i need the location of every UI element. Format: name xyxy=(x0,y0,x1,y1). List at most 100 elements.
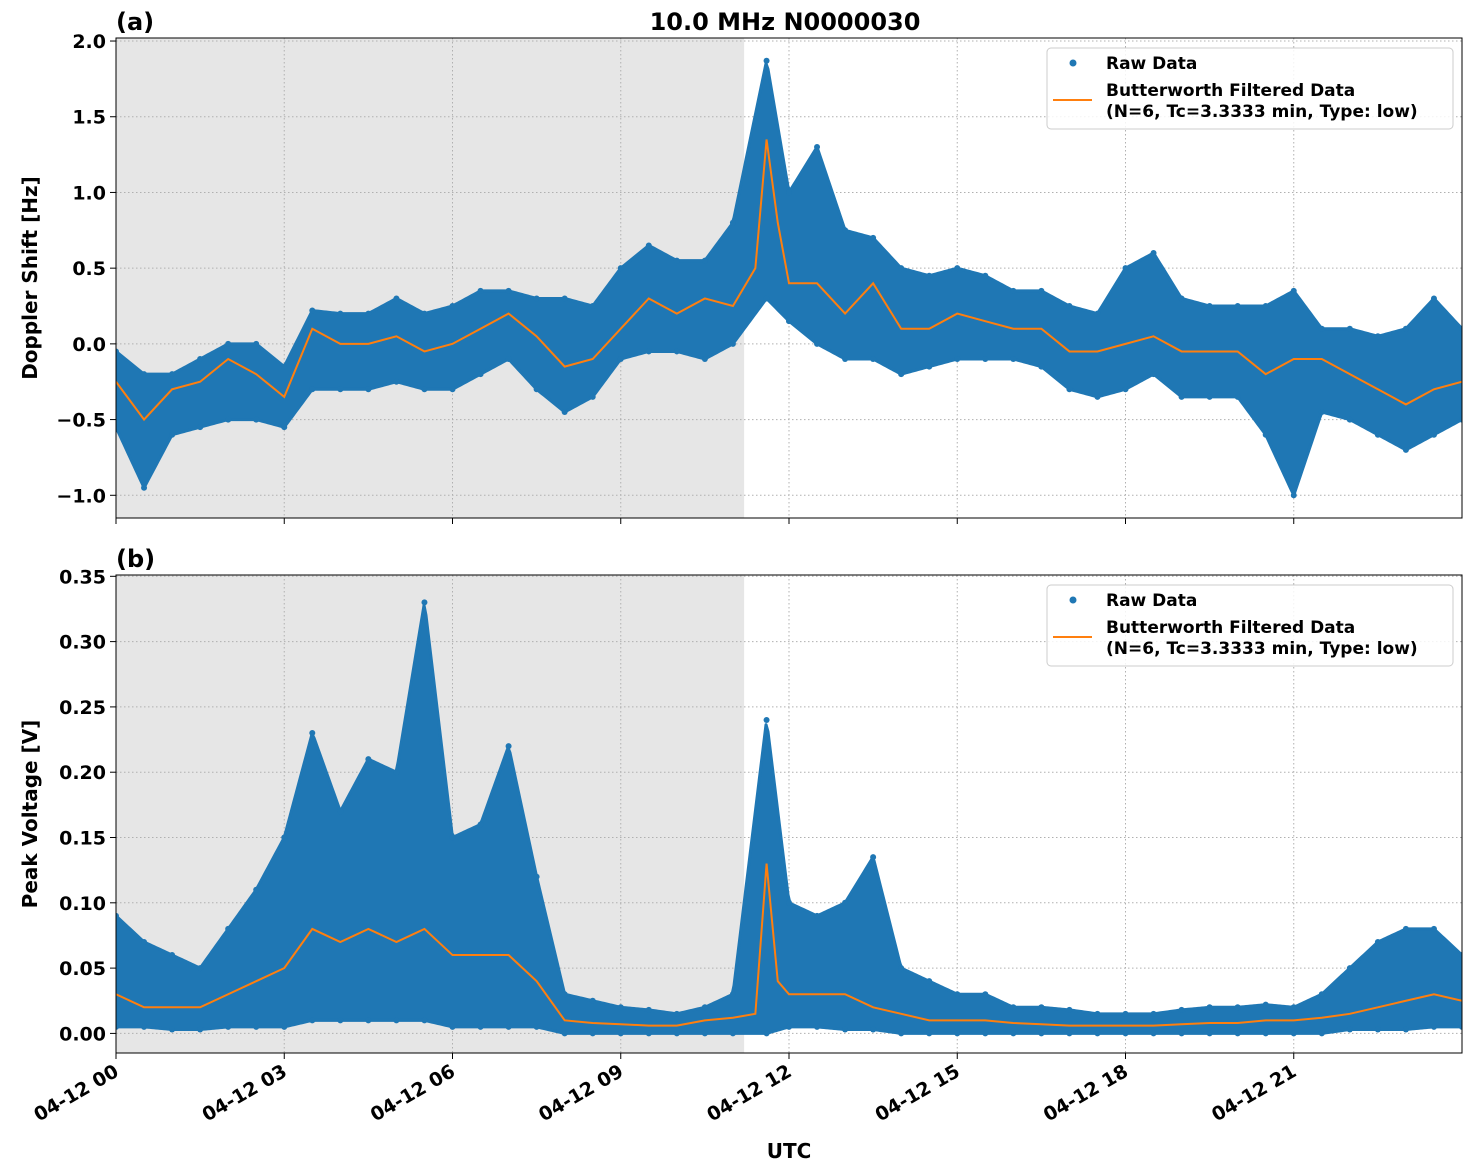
chart-title: 10.0 MHz N0000030 xyxy=(650,8,921,36)
raw-data-point xyxy=(1234,1004,1241,1011)
raw-data-point xyxy=(926,272,933,279)
raw-data-point xyxy=(1459,952,1462,959)
panel-label: (a) xyxy=(116,8,154,36)
raw-data-point xyxy=(1066,303,1073,310)
raw-data-point xyxy=(814,340,821,347)
x-tick-label: 04-12 03 xyxy=(198,1060,290,1126)
raw-data-point xyxy=(1038,363,1045,370)
raw-data-point xyxy=(1374,938,1381,945)
raw-data-point xyxy=(533,1023,540,1030)
raw-data-point xyxy=(589,303,596,310)
raw-data-point xyxy=(763,295,770,302)
raw-data-point xyxy=(786,1023,792,1030)
raw-data-point xyxy=(477,821,484,828)
raw-data-point xyxy=(116,1023,119,1030)
raw-data-point xyxy=(1318,1030,1325,1037)
raw-data-point xyxy=(1459,416,1462,423)
raw-data-point xyxy=(365,756,372,763)
y-tick-label: 0.25 xyxy=(59,697,106,719)
raw-data-point xyxy=(1234,393,1241,400)
raw-data-point xyxy=(421,599,428,606)
raw-data-point xyxy=(1402,325,1409,332)
raw-data-point xyxy=(449,834,456,841)
legend-raw-marker xyxy=(1069,596,1077,604)
raw-data-point xyxy=(729,219,736,226)
raw-data-point xyxy=(197,356,204,363)
raw-data-point xyxy=(1402,925,1409,932)
raw-data-point xyxy=(365,1017,372,1024)
raw-data-point xyxy=(1402,446,1409,453)
raw-data-point xyxy=(1374,431,1381,438)
raw-data-point xyxy=(1290,1030,1297,1037)
y-tick-label: −1.0 xyxy=(56,485,106,507)
raw-data-point xyxy=(449,386,456,393)
raw-data-point xyxy=(1430,295,1437,302)
raw-data-point xyxy=(1346,325,1353,332)
filtered-data-line xyxy=(116,139,1462,422)
raw-data-point xyxy=(393,378,400,385)
raw-data-point xyxy=(141,484,148,491)
raw-data-point xyxy=(926,363,933,370)
raw-data-point xyxy=(842,899,849,906)
legend-raw-label: Raw Data xyxy=(1106,54,1197,74)
raw-data-point xyxy=(645,242,652,249)
raw-data-point xyxy=(1346,1026,1353,1033)
raw-data-point xyxy=(645,1030,652,1037)
raw-data-point xyxy=(763,1030,770,1037)
raw-data-point xyxy=(225,416,232,423)
raw-data-point xyxy=(1066,1030,1073,1037)
legend-box xyxy=(1046,584,1454,667)
raw-data-point xyxy=(701,356,708,363)
raw-data-point xyxy=(225,340,232,347)
raw-data-point xyxy=(533,386,540,393)
raw-data-point xyxy=(337,808,344,815)
legend-filtered-params: (N=6, Tc=3.3333 min, Type: low) xyxy=(1106,102,1418,122)
legend: Raw Data Butterworth Filtered Data(N=6, T… xyxy=(1046,47,1454,130)
raw-data-point xyxy=(1178,1006,1185,1013)
legend-box xyxy=(1046,47,1454,130)
plot-area xyxy=(116,599,1462,1037)
raw-data-point xyxy=(393,1017,400,1024)
raw-data-point xyxy=(309,386,316,393)
raw-data-point xyxy=(1459,1023,1462,1030)
raw-data-point xyxy=(870,356,877,363)
raw-data-point xyxy=(729,1030,736,1037)
raw-data-point xyxy=(814,144,821,151)
raw-data-point xyxy=(870,234,877,241)
raw-data-point xyxy=(477,1023,484,1030)
raw-data-point xyxy=(1374,1026,1381,1033)
raw-data-point xyxy=(1066,386,1073,393)
raw-data-point xyxy=(1290,1004,1297,1011)
raw-data-point xyxy=(898,371,905,378)
raw-data-point xyxy=(842,1026,849,1033)
plot-area xyxy=(116,57,1462,499)
raw-data-point xyxy=(337,310,344,317)
raw-data-point xyxy=(421,1017,428,1024)
raw-data-point xyxy=(449,303,456,310)
raw-data-point xyxy=(617,1004,624,1011)
x-tick-label: 04-12 12 xyxy=(703,1060,795,1126)
raw-data-point xyxy=(281,834,288,841)
raw-data-point xyxy=(898,965,905,972)
raw-data-point xyxy=(617,1030,624,1037)
raw-data-point xyxy=(253,416,260,423)
raw-data-point xyxy=(982,272,989,279)
y-tick-label: 0.15 xyxy=(59,828,106,850)
raw-data-point xyxy=(1066,1006,1073,1013)
raw-data-point xyxy=(954,356,961,363)
raw-data-point xyxy=(1206,1030,1213,1037)
raw-data-point xyxy=(253,886,260,893)
raw-data-point xyxy=(1150,250,1157,257)
raw-data-point xyxy=(1430,431,1437,438)
panel-label: (b) xyxy=(116,545,155,573)
raw-data-point xyxy=(1234,1030,1241,1037)
raw-data-point xyxy=(786,899,792,906)
raw-data-point xyxy=(365,386,372,393)
raw-data-point xyxy=(309,307,316,314)
raw-data-point xyxy=(477,287,484,294)
x-tick-label: 04-12 21 xyxy=(1208,1060,1300,1126)
raw-data-point xyxy=(926,978,933,985)
raw-data-point xyxy=(1122,1010,1129,1017)
raw-data-point xyxy=(1010,1004,1017,1011)
